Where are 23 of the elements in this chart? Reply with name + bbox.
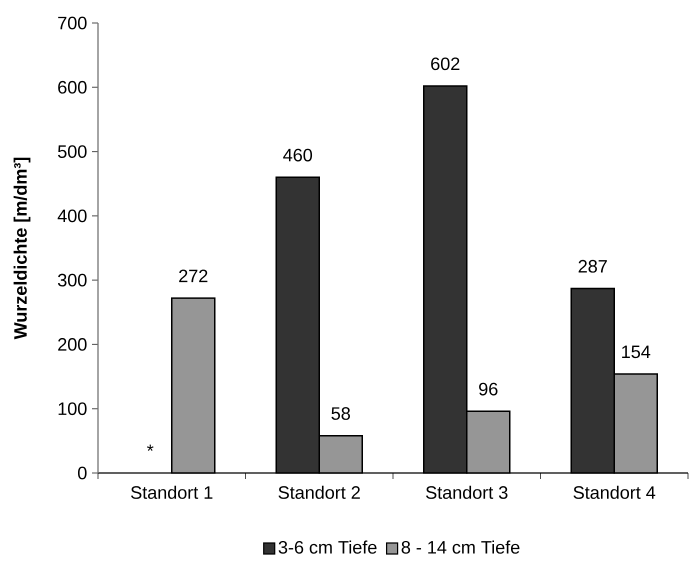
data-label: 58 — [331, 407, 350, 420]
text: * — [147, 444, 154, 451]
data-label: 460 — [283, 148, 312, 162]
y-tick-label: 400 — [58, 209, 87, 222]
y-tick-label: 0 — [78, 466, 87, 480]
x-tick-label: Standort 1 — [131, 486, 212, 499]
x-tick-label: Standort 3 — [426, 486, 508, 499]
data-label: 154 — [622, 346, 650, 358]
y-tick-label: 200 — [58, 338, 87, 351]
x-tick-label: Standort 2 — [278, 486, 360, 499]
y-tick-label: 100 — [58, 402, 87, 416]
x-tick-label: Standort 4 — [574, 486, 656, 499]
data-label: 272 — [179, 270, 208, 282]
data-label: 287 — [578, 260, 607, 273]
data-label: 96 — [479, 382, 498, 396]
y-tick-label: 600 — [58, 80, 87, 94]
y-tick-label: 300 — [58, 274, 87, 287]
y-axis-title: Wurzeldichte [m/dm³] — [14, 158, 30, 340]
data-label: 602 — [431, 57, 460, 70]
y-tick-label: 700 — [58, 16, 87, 30]
legend-label: 3-6 cm Tiefe — [278, 540, 377, 554]
legend-label: 8 - 14 cm Tiefe — [402, 540, 520, 554]
y-tick-label: 500 — [58, 145, 87, 158]
